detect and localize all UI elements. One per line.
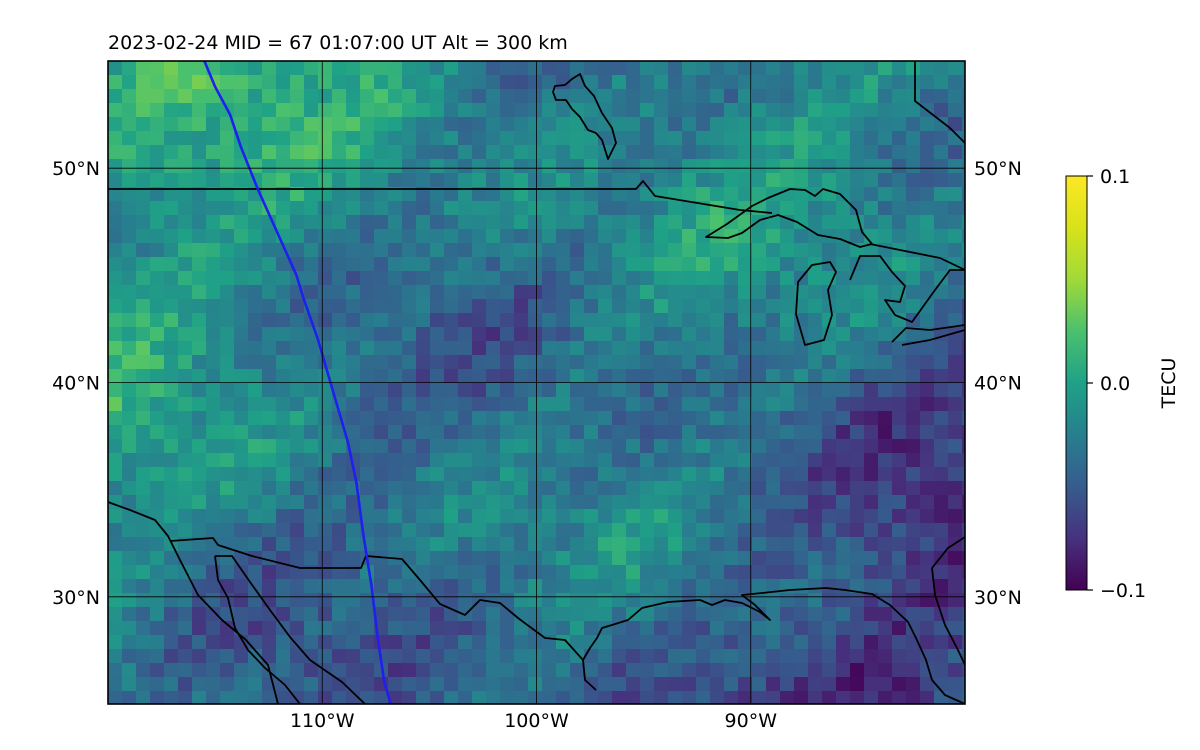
colorbar-tick-label: −0.1 bbox=[1100, 580, 1146, 602]
lon-tick-label: 110°W bbox=[290, 710, 355, 732]
satellite-track bbox=[203, 61, 393, 704]
lake-michigan-huron bbox=[795, 255, 965, 346]
lat-tick-label-right: 50°N bbox=[974, 158, 1022, 180]
us-mexico-border bbox=[169, 537, 597, 691]
tec-field bbox=[108, 61, 965, 704]
gridlines bbox=[108, 61, 965, 704]
atlantic-coast bbox=[931, 536, 965, 666]
colorbar-ticks: 0.1 0.0 −0.1 bbox=[1087, 166, 1146, 602]
lon-tick-label: 100°W bbox=[504, 710, 569, 732]
colorbar-gradient bbox=[1065, 175, 1088, 591]
lat-tick-label-left: 50°N bbox=[52, 158, 100, 180]
lake-superior bbox=[705, 188, 873, 248]
map-panel bbox=[107, 60, 966, 705]
lat-tick-label-left: 30°N bbox=[52, 587, 100, 609]
map-frame bbox=[107, 60, 966, 705]
hudson-bay-island-coast bbox=[552, 73, 617, 160]
map-title: 2023-02-24 MID = 67 01:07:00 UT Alt = 30… bbox=[108, 32, 568, 54]
latitude-labels-right: 30°N 40°N 50°N bbox=[974, 158, 1022, 609]
baja-peninsula-and-gulf bbox=[214, 555, 366, 704]
gulf-of-mexico-coast bbox=[582, 587, 965, 704]
pacific-coast-california bbox=[108, 501, 279, 704]
lat-tick-label-right: 30°N bbox=[974, 587, 1022, 609]
lon-tick-label: 90°W bbox=[725, 710, 778, 732]
lat-tick-label-left: 40°N bbox=[52, 373, 100, 395]
lat-tick-label-right: 40°N bbox=[974, 373, 1022, 395]
colorbar-label: TECU bbox=[1158, 358, 1180, 410]
quebec-coast bbox=[914, 61, 965, 144]
colorbar: 0.1 0.0 −0.1 TECU bbox=[1065, 166, 1180, 602]
coastlines-and-borders bbox=[108, 61, 965, 704]
longitude-labels: 110°W 100°W 90°W bbox=[290, 710, 777, 732]
lake-erie-ontario bbox=[869, 243, 965, 346]
latitude-labels-left: 30°N 40°N 50°N bbox=[52, 158, 100, 609]
colorbar-tick-label: 0.1 bbox=[1100, 166, 1130, 188]
colorbar-tick-label: 0.0 bbox=[1100, 373, 1130, 395]
